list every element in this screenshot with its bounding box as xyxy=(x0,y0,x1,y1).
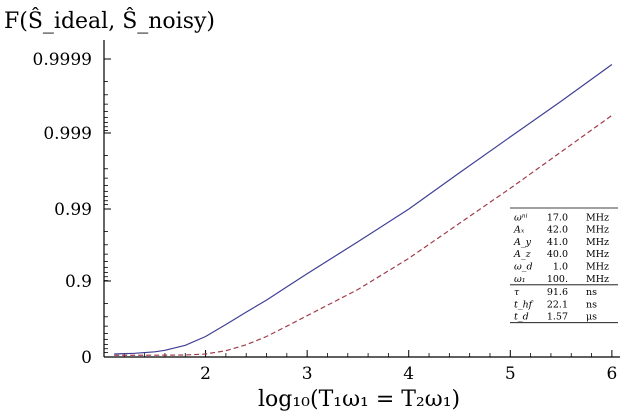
table-symbol: A_y xyxy=(513,237,532,248)
y-tick-label: 0.999 xyxy=(43,124,92,144)
table-symbol: t_hf xyxy=(514,299,534,310)
table-unit: MHz xyxy=(586,274,609,285)
table-symbol: τ xyxy=(514,287,520,298)
table-value: 100. xyxy=(547,274,568,285)
table-unit: μs xyxy=(586,312,597,323)
x-tick-label: 2 xyxy=(200,364,211,384)
y-tick-label: 0.9 xyxy=(65,272,92,292)
x-axis-label: log₁₀(T₁ω₁ = T₂ω₁) xyxy=(258,387,460,412)
table-unit: MHz xyxy=(586,225,609,236)
y-tick-label: 0.99 xyxy=(54,200,92,220)
table-symbol: A_z xyxy=(513,249,532,260)
table-value: 41.0 xyxy=(547,237,568,248)
table-symbol: ωⁿⁱ xyxy=(514,212,528,223)
y-tick-label: 0 xyxy=(81,348,92,368)
table-value: 40.0 xyxy=(547,249,568,260)
table-unit: MHz xyxy=(586,212,609,223)
y-axis-label: F(Ŝ_ideal, Ŝ_noisy) xyxy=(4,7,215,34)
table-symbol: ω₁ xyxy=(514,274,526,285)
table-value: 22.1 xyxy=(547,299,568,310)
x-tick-label: 3 xyxy=(302,364,313,384)
table-unit: ns xyxy=(586,287,597,298)
y-tick-label: 0.9999 xyxy=(33,50,92,70)
table-unit: MHz xyxy=(586,249,609,260)
table-value: 1.0 xyxy=(553,262,568,273)
series-group xyxy=(114,64,613,356)
table-value: 17.0 xyxy=(547,212,568,223)
table-symbol: Aₓ xyxy=(513,225,525,236)
table-value: 1.57 xyxy=(547,312,568,323)
table-unit: MHz xyxy=(586,262,609,273)
x-tick-label: 6 xyxy=(606,364,617,384)
table-unit: MHz xyxy=(586,237,609,248)
table-value: 91.6 xyxy=(547,287,568,298)
x-tick-label: 5 xyxy=(505,364,516,384)
series-line-2 xyxy=(114,114,613,356)
ticks: 2 3 4 5 6 0 0.9 0.99 0.999 0.9999 xyxy=(33,50,618,384)
table-symbol: ω_d xyxy=(514,262,533,273)
parameter-table: ωⁿⁱ 17.0 MHz Aₓ 42.0 MHz A_y 41.0 MHz A_z 40.0 MHz ω… xyxy=(510,207,618,324)
x-tick-label: 4 xyxy=(403,364,414,384)
table-unit: ns xyxy=(586,299,597,310)
series-line-1 xyxy=(114,64,613,355)
table-symbol: t_d xyxy=(514,312,529,323)
table-value: 42.0 xyxy=(547,225,568,236)
axes xyxy=(103,40,620,358)
